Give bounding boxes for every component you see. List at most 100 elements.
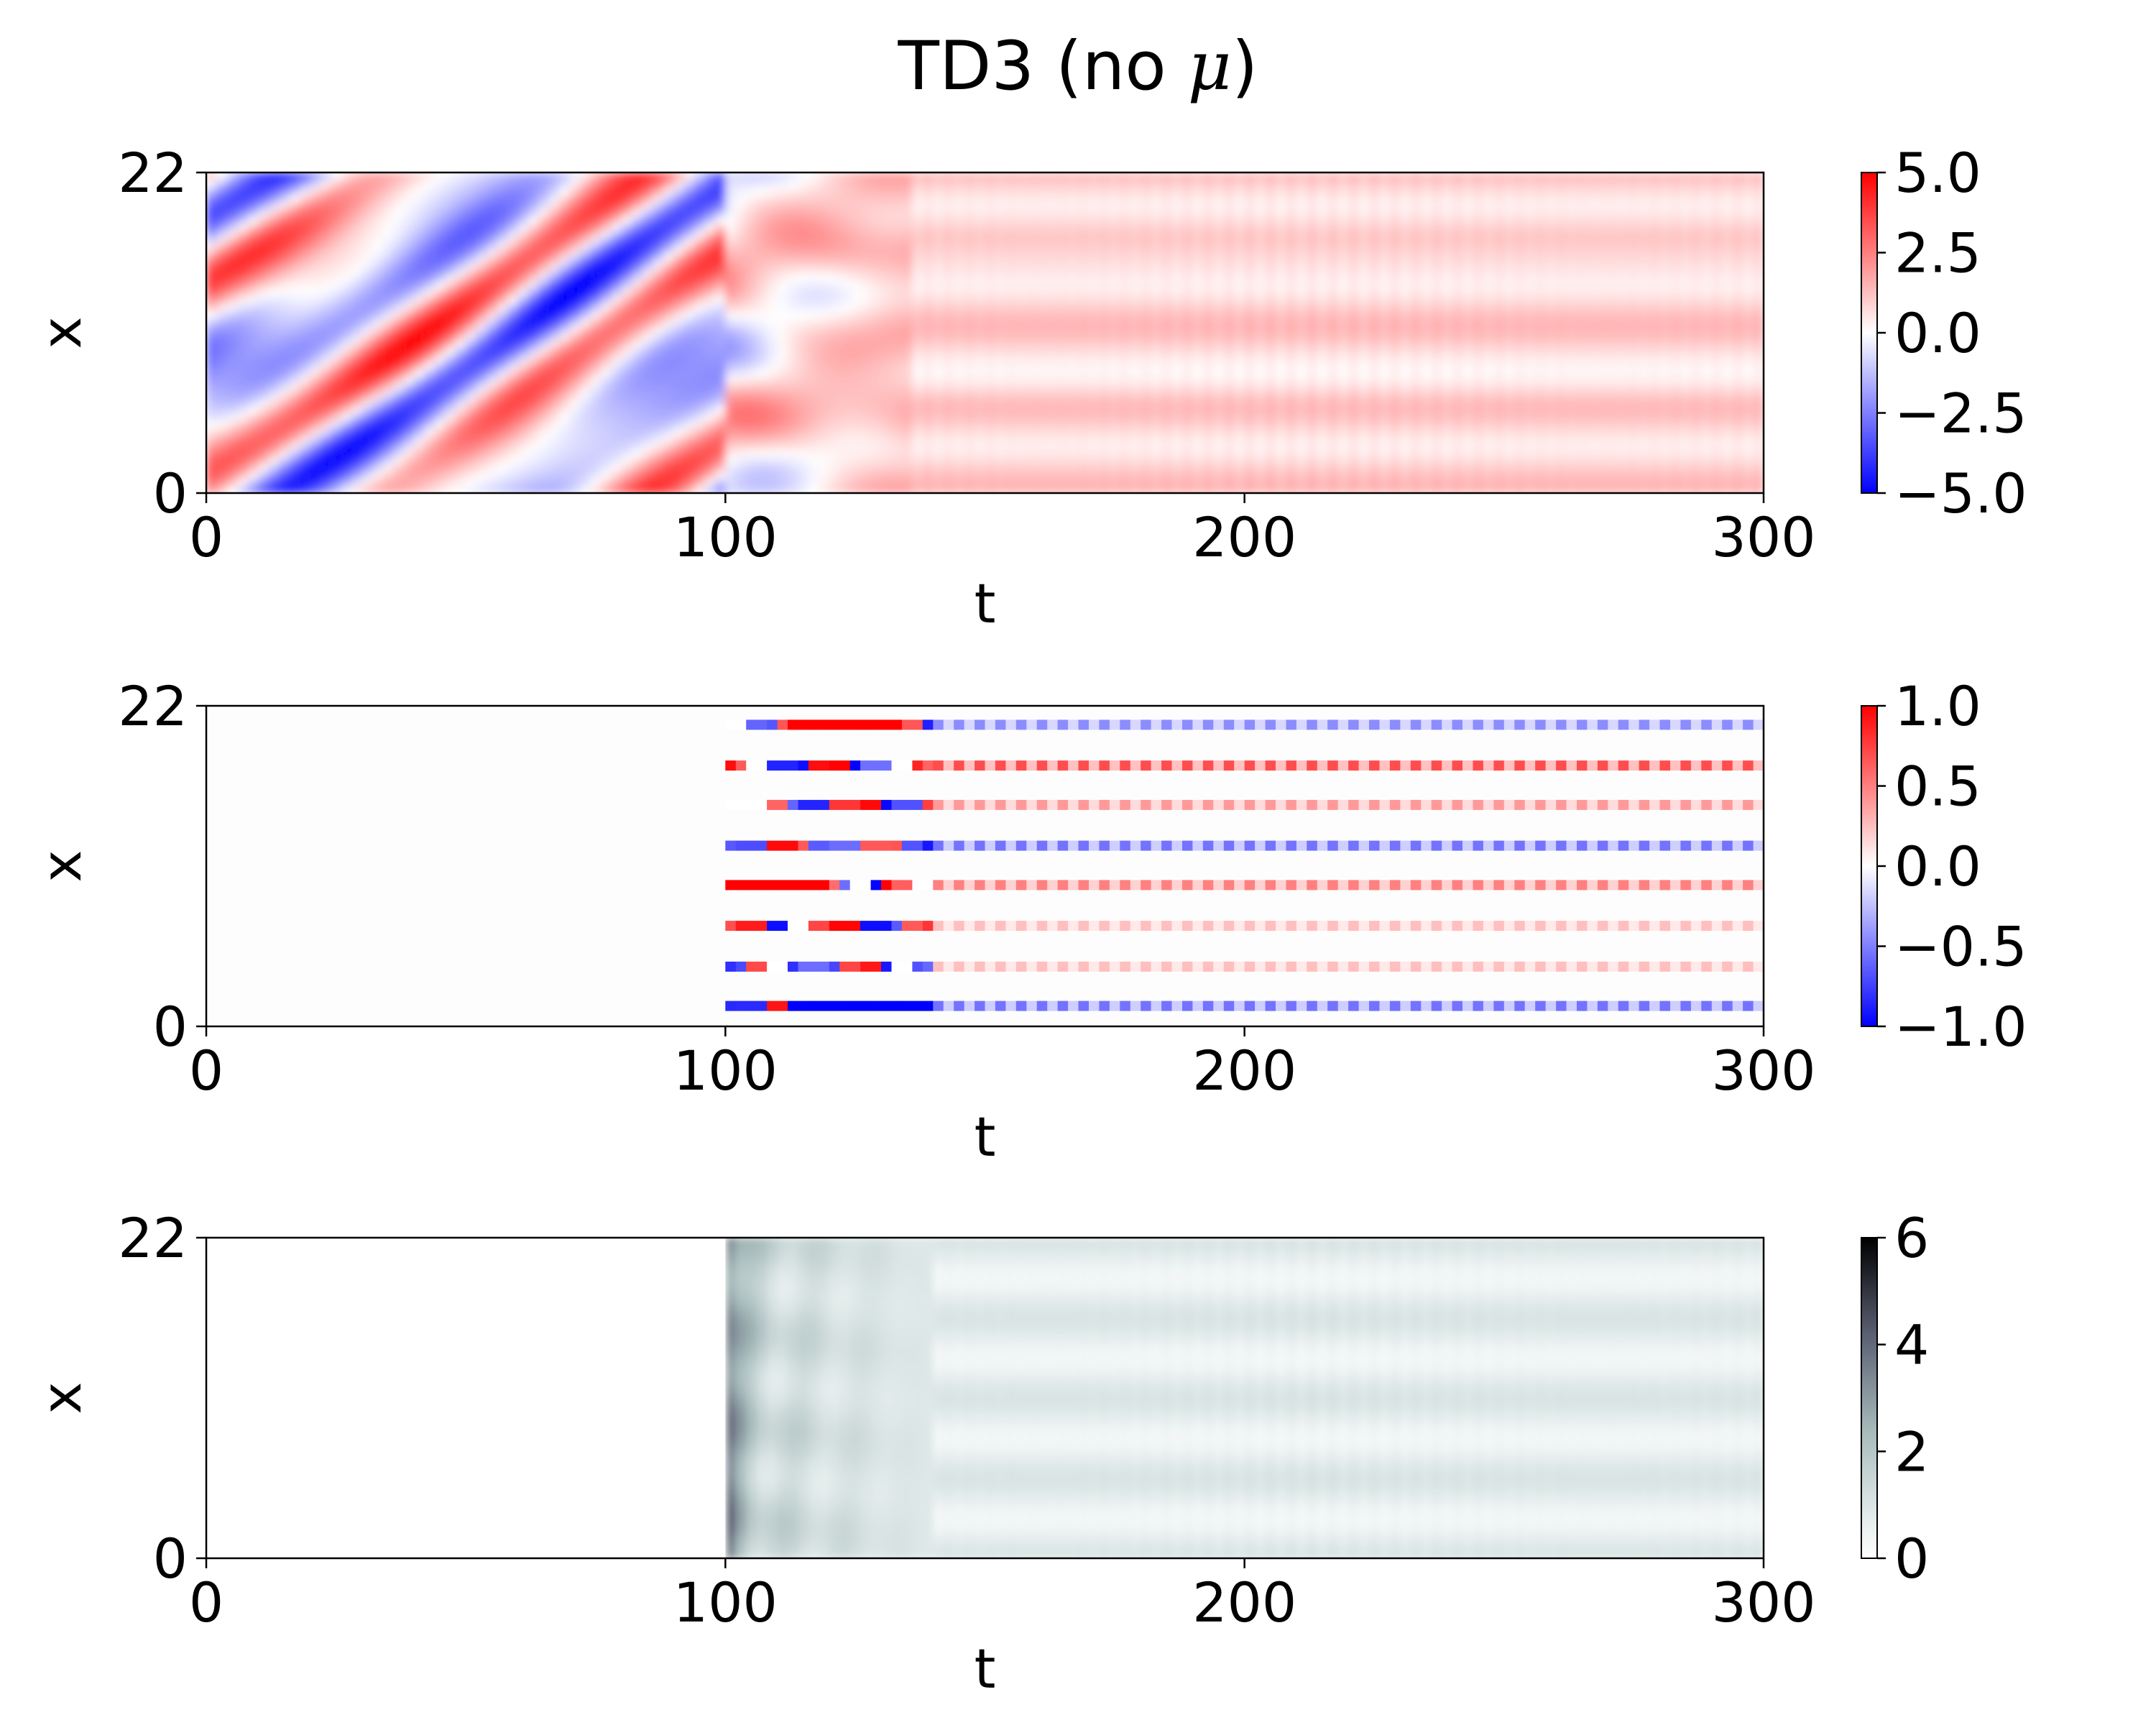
heatmap-cell-p1 xyxy=(1255,485,1266,493)
heatmap-cell-p1 xyxy=(1348,310,1360,319)
heatmap-cell-p1 xyxy=(279,289,290,298)
heatmap-cell-p1 xyxy=(839,456,851,465)
heatmap-cell-p1 xyxy=(320,259,332,268)
heatmap-cell-p1 xyxy=(1005,172,1017,180)
heatmap-cell-p1 xyxy=(725,449,737,458)
heatmap-cell-p1 xyxy=(1026,208,1038,217)
heatmap-cell-p1 xyxy=(320,442,332,450)
heatmap-cell-p1 xyxy=(1047,325,1059,334)
heatmap-cell-p1 xyxy=(268,172,280,180)
heatmap-cell-p1 xyxy=(1348,485,1360,493)
heatmap-cell-p1 xyxy=(237,201,249,210)
heatmap-cell-p1 xyxy=(538,216,550,224)
heatmap-cell-p1 xyxy=(476,347,487,356)
heatmap-cell-p1 xyxy=(1276,478,1287,487)
heatmap-cell-p1 xyxy=(891,340,903,348)
heatmap-cell-p1 xyxy=(1255,296,1266,305)
heatmap-cell-p1 xyxy=(216,427,228,436)
heatmap-cell-p1 xyxy=(393,208,405,217)
heatmap-cell-p1 xyxy=(985,325,996,334)
heatmap-cell-p1 xyxy=(1141,216,1152,224)
heatmap-cell-p1 xyxy=(1265,362,1276,370)
heatmap-cell-p1 xyxy=(466,340,477,348)
heatmap-cell-p1 xyxy=(507,180,519,188)
heatmap-cell-p1 xyxy=(704,434,716,443)
heatmap-cell-p1 xyxy=(1036,238,1048,247)
heatmap-cell-p1 xyxy=(1047,464,1059,472)
heatmap-cell-p1 xyxy=(777,224,788,231)
heatmap-cell-p1 xyxy=(424,405,436,414)
heatmap-cell-p1 xyxy=(653,391,664,399)
heatmap-cell-p1 xyxy=(860,464,872,472)
heatmap-cell-p1 xyxy=(434,369,446,377)
heatmap-cell-p1 xyxy=(1171,427,1183,436)
heatmap-cell-p1 xyxy=(1234,405,1245,414)
heatmap-cell-p1 xyxy=(995,259,1007,268)
heatmap-cell-p1 xyxy=(777,449,788,458)
heatmap-cell-p1 xyxy=(1223,420,1235,428)
heatmap-cell-p1 xyxy=(528,384,539,392)
heatmap-cell-p1 xyxy=(226,376,239,385)
heatmap-cell-p1 xyxy=(1151,245,1162,254)
heatmap-cell-p1 xyxy=(683,201,695,210)
heatmap-cell-p1 xyxy=(849,216,861,224)
heatmap-cell-p1 xyxy=(1286,282,1297,290)
heatmap-cell-p1 xyxy=(226,449,239,458)
heatmap-cell-p1 xyxy=(434,420,446,428)
heatmap-cell-p1 xyxy=(320,464,332,472)
heatmap-cell-p1 xyxy=(341,245,352,254)
heatmap-cell-p1 xyxy=(507,325,519,334)
heatmap-cell-p1 xyxy=(1109,442,1121,450)
heatmap-cell-p1 xyxy=(881,231,893,239)
heatmap-cell-p1 xyxy=(1348,238,1360,247)
heatmap-cell-p1 xyxy=(382,172,394,180)
heatmap-cell-p1 xyxy=(1192,347,1204,356)
heatmap-cell-p1 xyxy=(1036,333,1048,341)
heatmap-cell-p1 xyxy=(829,289,840,298)
heatmap-cell-p1 xyxy=(1337,172,1349,180)
heatmap-cell-p1 xyxy=(954,478,965,487)
heatmap-cell-p1 xyxy=(601,194,612,203)
heatmap-cell-p1 xyxy=(445,245,456,254)
heatmap-cell-p1 xyxy=(632,310,643,319)
heatmap-cell-p1 xyxy=(746,362,757,370)
heatmap-cell-p1 xyxy=(663,238,674,247)
heatmap-cell-p1 xyxy=(382,369,394,377)
heatmap-cell-p1 xyxy=(1026,245,1038,254)
heatmap-cell-p1 xyxy=(839,318,851,326)
heatmap-cell-p1 xyxy=(487,310,498,319)
heatmap-cell-p1 xyxy=(497,201,508,210)
heatmap-cell-p1 xyxy=(247,464,259,472)
heatmap-cell-p1 xyxy=(621,187,633,196)
heatmap-cell-p1 xyxy=(1099,464,1110,472)
heatmap-cell-p1 xyxy=(683,216,695,224)
heatmap-cell-p1 xyxy=(673,398,685,407)
heatmap-cell-p1 xyxy=(777,420,788,428)
heatmap-cell-p1 xyxy=(632,245,643,254)
heatmap-cell-p1 xyxy=(1171,267,1183,275)
heatmap-cell-p1 xyxy=(393,478,405,487)
heatmap-cell-p1 xyxy=(559,398,571,407)
heatmap-cell-p1 xyxy=(310,340,321,348)
heatmap-cell-p1 xyxy=(746,224,757,231)
heatmap-cell-p1 xyxy=(860,201,872,210)
heatmap-cell-p1 xyxy=(341,224,352,231)
heatmap-cell-p1 xyxy=(247,187,259,196)
heatmap-cell-p1 xyxy=(767,384,778,392)
heatmap-cell-p1 xyxy=(683,456,695,465)
heatmap-cell-p1 xyxy=(528,427,539,436)
heatmap-cell-p1 xyxy=(881,274,893,282)
heatmap-cell-p1 xyxy=(1171,478,1183,487)
heatmap-cell-p1 xyxy=(434,187,446,196)
heatmap-cell-p1 xyxy=(226,354,239,363)
heatmap-cell-p1 xyxy=(476,231,487,239)
heatmap-cell-p1 xyxy=(528,354,539,363)
heatmap-cell-p1 xyxy=(777,252,788,261)
heatmap-cell-p1 xyxy=(881,398,893,407)
heatmap-cell-p1 xyxy=(590,391,602,399)
heatmap-cell-p1 xyxy=(912,224,923,231)
heatmap-cell-p1 xyxy=(1337,289,1349,298)
heatmap-cell-p1 xyxy=(1265,398,1276,407)
heatmap-cell-p1 xyxy=(1182,252,1194,261)
heatmap-cell-p1 xyxy=(351,369,363,377)
